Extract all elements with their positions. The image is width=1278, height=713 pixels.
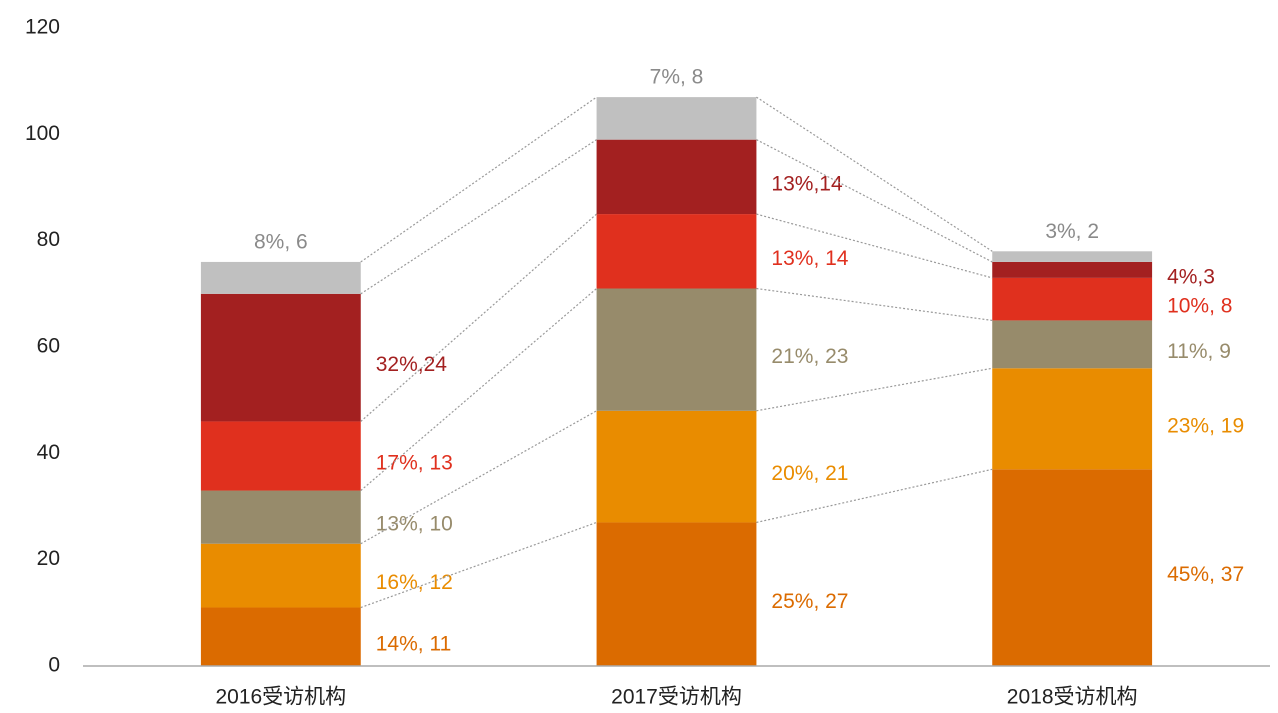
data-label: 7%, 8 xyxy=(650,66,704,89)
data-label: 20%, 21 xyxy=(771,462,848,485)
connector xyxy=(756,468,993,524)
data-label: 13%, 14 xyxy=(771,247,848,270)
bar-segment xyxy=(200,607,361,666)
bar-segment xyxy=(992,320,1153,369)
bar-segment xyxy=(596,97,757,140)
connector xyxy=(360,96,597,263)
bar-segment xyxy=(200,293,361,422)
y-tick-label: 40 xyxy=(37,441,60,464)
data-label: 21%, 23 xyxy=(771,345,848,368)
x-tick-label: 2018受访机构 xyxy=(1007,686,1138,709)
connector xyxy=(360,288,597,492)
data-label: 4%,3 xyxy=(1167,265,1215,288)
data-label: 3%, 2 xyxy=(1045,220,1099,243)
data-label: 13%,14 xyxy=(771,172,843,195)
x-tick-label: 2017受访机构 xyxy=(611,686,742,709)
data-label: 25%, 27 xyxy=(771,590,848,613)
bar-segment xyxy=(992,261,1153,278)
bar-segment xyxy=(992,368,1153,470)
connector xyxy=(360,410,597,545)
connector xyxy=(756,367,993,412)
data-label: 8%, 6 xyxy=(254,230,308,253)
data-label: 10%, 8 xyxy=(1167,295,1232,318)
bar-segment xyxy=(200,261,361,294)
data-label: 17%, 13 xyxy=(376,452,453,475)
y-tick-label: 100 xyxy=(25,122,60,145)
data-label: 16%, 12 xyxy=(376,571,453,594)
data-label: 14%, 11 xyxy=(376,632,452,655)
connector xyxy=(756,139,993,263)
data-label: 32%,24 xyxy=(376,353,448,376)
connector xyxy=(756,96,993,252)
connector xyxy=(756,213,993,279)
y-tick-label: 0 xyxy=(48,654,60,677)
y-tick-label: 120 xyxy=(25,16,60,39)
bar-segment xyxy=(992,469,1153,666)
y-tick-label: 20 xyxy=(37,547,60,570)
bar-segment xyxy=(596,522,757,666)
bar-segment xyxy=(200,490,361,544)
y-tick-label: 60 xyxy=(37,335,60,358)
connector xyxy=(360,521,597,609)
bar-segment xyxy=(596,288,757,411)
bar-segment xyxy=(992,251,1153,262)
bar-segment xyxy=(596,214,757,289)
bar-segment xyxy=(200,543,361,608)
y-tick-label: 80 xyxy=(37,228,60,251)
bar-segment xyxy=(200,421,361,491)
bar-segment xyxy=(992,277,1153,321)
data-label: 13%, 10 xyxy=(376,513,453,536)
connector xyxy=(756,287,993,322)
connector xyxy=(360,213,597,422)
data-label: 45%, 37 xyxy=(1167,563,1244,586)
bar-segment xyxy=(596,410,757,523)
data-label: 11%, 9 xyxy=(1167,340,1231,363)
data-label: 23%, 19 xyxy=(1167,414,1244,437)
connector xyxy=(360,139,597,295)
x-tick-label: 2016受访机构 xyxy=(215,686,346,709)
bar-segment xyxy=(596,139,757,215)
